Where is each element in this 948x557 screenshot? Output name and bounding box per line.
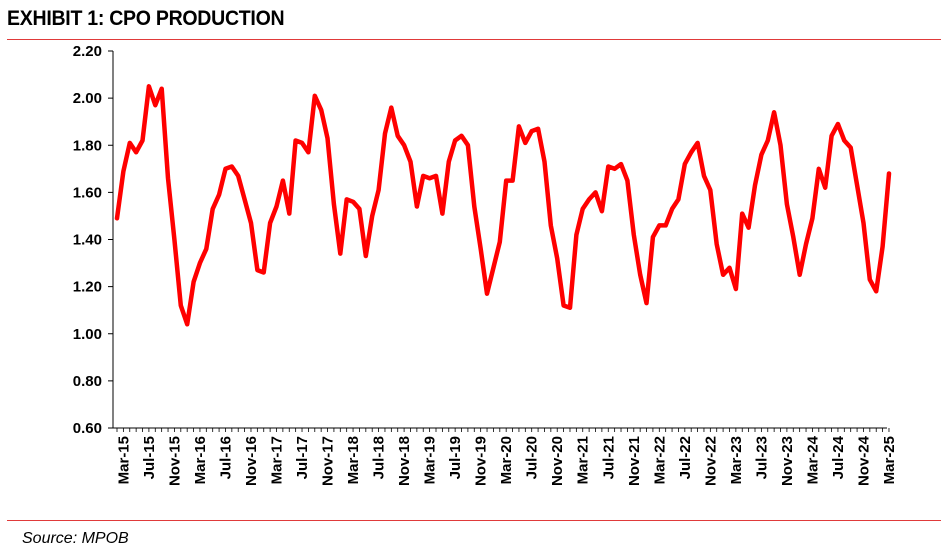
- title-divider: [7, 39, 941, 40]
- x-tick-label: Jul-15: [141, 436, 158, 479]
- x-tick-label: Mar-21: [575, 436, 592, 484]
- x-tick-label: Nov-16: [243, 436, 260, 486]
- x-tick-label: Nov-24: [855, 435, 872, 486]
- chart-title: EXHIBIT 1: CPO PRODUCTION: [7, 7, 285, 30]
- y-axis-labels: 0.60 0.80 1.00 1.20 1.40 1.60 1.80 2.00 2.20: [73, 43, 102, 437]
- y-tick-label: 1.40: [73, 232, 102, 249]
- x-tick-label: Nov-23: [779, 436, 796, 486]
- y-tick-label: 1.20: [73, 279, 102, 296]
- y-tick-label: 0.60: [73, 420, 102, 437]
- x-tick-label: Mar-20: [498, 436, 515, 484]
- y-tick-label: 1.60: [73, 184, 102, 201]
- x-tick-label: Mar-15: [115, 436, 132, 484]
- x-tick-label: Jul-20: [524, 436, 541, 479]
- x-tick-label: Mar-23: [728, 436, 745, 484]
- x-tick-label: Nov-21: [626, 436, 643, 486]
- x-tick-label: Jul-24: [830, 435, 847, 479]
- x-tick-label: Nov-17: [320, 436, 337, 486]
- y-tick-label: 2.20: [73, 43, 102, 60]
- x-tick-label: Jul-21: [600, 436, 617, 479]
- x-tick-label: Jul-23: [753, 436, 770, 479]
- x-tick-label: Mar-24: [804, 435, 821, 484]
- footer-divider: [7, 520, 941, 521]
- y-tick-label: 1.80: [73, 137, 102, 154]
- x-tick-label: Mar-22: [651, 436, 668, 484]
- x-tick-label: Nov-15: [166, 436, 183, 486]
- line-chart: 0.60 0.80 1.00 1.20 1.40 1.60 1.80 2.00 2.20 Mar…: [73, 43, 898, 486]
- x-tick-label: Jul-18: [371, 436, 388, 479]
- x-tick-label: Nov-18: [396, 436, 413, 486]
- x-tick-label: Mar-16: [192, 436, 209, 484]
- x-tick-label: Jul-19: [447, 436, 464, 479]
- x-tick-label: Mar-19: [422, 436, 439, 484]
- x-tick-label: Jul-17: [294, 436, 311, 479]
- series-line-cpo-production: [114, 84, 892, 327]
- x-axis-labels: Mar-15 Jul-15 Nov-15 Mar-16 Jul-16 Nov-16 Mar-…: [115, 435, 898, 486]
- x-tick-label: Nov-22: [702, 436, 719, 486]
- x-tick-label: Jul-16: [217, 436, 234, 479]
- x-tick-label: Mar-18: [345, 436, 362, 484]
- y-tick-label: 2.00: [73, 90, 102, 107]
- x-tick-label: Nov-20: [549, 436, 566, 486]
- y-tick-label: 1.00: [73, 326, 102, 343]
- x-tick-label: Jul-22: [677, 436, 694, 479]
- x-tick-label: Mar-25: [881, 436, 898, 484]
- y-tick-label: 0.80: [73, 373, 102, 390]
- x-tick-label: Mar-17: [269, 436, 286, 484]
- x-tick-label: Nov-19: [473, 436, 490, 486]
- chart-axes: [108, 50, 890, 432]
- source-note: Source: MPOB: [22, 530, 129, 547]
